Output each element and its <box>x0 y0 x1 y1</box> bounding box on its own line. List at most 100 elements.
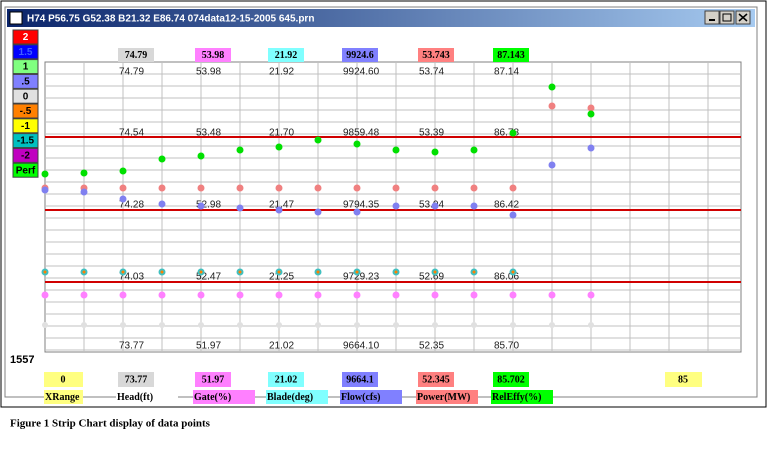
scale-button-label: Perf <box>16 165 36 176</box>
dot <box>393 322 399 328</box>
dot <box>548 83 556 91</box>
footer-label: Gate(%) <box>194 392 231 403</box>
xrange-box <box>44 372 83 387</box>
window-controls[interactable] <box>704 10 751 25</box>
maximize-glyph <box>722 13 732 22</box>
dot <box>159 322 165 328</box>
row-count: 1557 <box>10 354 34 366</box>
scale-button[interactable] <box>12 44 39 60</box>
dot <box>41 186 49 194</box>
footer-label-bg <box>193 390 255 404</box>
column-value: 9664.10 <box>343 341 380 352</box>
scale-button-label: 1 <box>23 62 29 73</box>
dot <box>394 270 398 274</box>
right-value: 85 <box>678 374 688 385</box>
dot <box>314 208 322 216</box>
scale-button-label: 2 <box>23 32 29 43</box>
column-value: 73.77 <box>119 341 144 352</box>
xrange-value: 0 <box>61 374 66 385</box>
scale-button[interactable] <box>12 133 39 149</box>
dot <box>80 291 88 299</box>
scale-button[interactable] <box>12 162 39 178</box>
dot <box>392 184 400 192</box>
footer-label-bg <box>116 390 178 404</box>
dot <box>236 291 244 299</box>
dot <box>470 291 478 299</box>
header-value-box <box>493 48 529 62</box>
column-value: 21.70 <box>269 128 294 139</box>
scale-button[interactable] <box>12 73 39 89</box>
footer-label-bg <box>416 390 478 404</box>
dot <box>392 146 400 154</box>
dot <box>316 270 320 274</box>
column-value: 9729.23 <box>343 272 380 283</box>
dot <box>81 322 87 328</box>
dot <box>431 291 439 299</box>
dot <box>587 110 595 118</box>
column-value: 52.69 <box>419 272 444 283</box>
dot <box>197 184 205 192</box>
column-value: 9794.35 <box>343 200 380 211</box>
maximize-button[interactable] <box>719 10 735 25</box>
dot <box>470 184 478 192</box>
column-value: 74.28 <box>119 200 144 211</box>
dot <box>314 291 322 299</box>
footer-label: Flow(cfs) <box>341 392 380 403</box>
window-icon <box>9 11 23 25</box>
dot <box>470 146 478 154</box>
scale-button[interactable] <box>12 147 39 163</box>
scale-button[interactable] <box>12 103 39 119</box>
dot <box>41 170 49 178</box>
footer-value-box <box>418 372 454 387</box>
scale-button[interactable] <box>12 29 39 45</box>
dot <box>471 322 477 328</box>
footer-label-bg <box>266 390 328 404</box>
column-value: 74.79 <box>119 67 144 78</box>
column-value: 53.48 <box>196 128 221 139</box>
column-value: 51.97 <box>196 341 221 352</box>
footer-label-bg <box>340 390 402 404</box>
header-value: 87.143 <box>497 50 525 61</box>
dot <box>120 322 126 328</box>
dot <box>472 270 476 274</box>
header-value: 21.92 <box>275 50 298 61</box>
dot <box>353 291 361 299</box>
dot <box>470 202 478 210</box>
dot <box>587 104 595 112</box>
scale-button-label: -.5 <box>20 106 32 117</box>
xrange-label-bg <box>44 390 83 404</box>
minimize-button[interactable] <box>704 10 720 25</box>
header-value-box <box>418 48 454 62</box>
footer-value-box <box>195 372 231 387</box>
dot <box>587 144 595 152</box>
dot <box>314 184 322 192</box>
dot <box>431 184 439 192</box>
scale-button[interactable] <box>12 59 39 75</box>
dot <box>80 188 88 196</box>
column-value: 52.47 <box>196 272 221 283</box>
column-value: 53.98 <box>196 67 221 78</box>
header-value: 74.79 <box>125 50 148 61</box>
dot <box>548 291 556 299</box>
dot <box>238 270 242 274</box>
dot <box>197 152 205 160</box>
title-bar <box>7 9 755 27</box>
column-value: 21.25 <box>269 272 294 283</box>
dot <box>354 322 360 328</box>
footer-value-box <box>493 372 529 387</box>
dot <box>275 291 283 299</box>
column-value: 21.47 <box>269 200 294 211</box>
dot <box>119 291 127 299</box>
footer-label: Power(MW) <box>417 392 470 403</box>
scale-button-label: .5 <box>21 77 30 88</box>
scale-button[interactable] <box>12 88 39 104</box>
column-value: 87.14 <box>494 67 519 78</box>
close-glyph <box>738 13 748 22</box>
dot <box>275 143 283 151</box>
scale-button[interactable] <box>12 118 39 134</box>
column-value: 86.42 <box>494 200 519 211</box>
dot <box>509 184 517 192</box>
scale-button-label: -2 <box>21 151 30 162</box>
dot <box>392 202 400 210</box>
xrange-label: XRange <box>45 392 80 403</box>
